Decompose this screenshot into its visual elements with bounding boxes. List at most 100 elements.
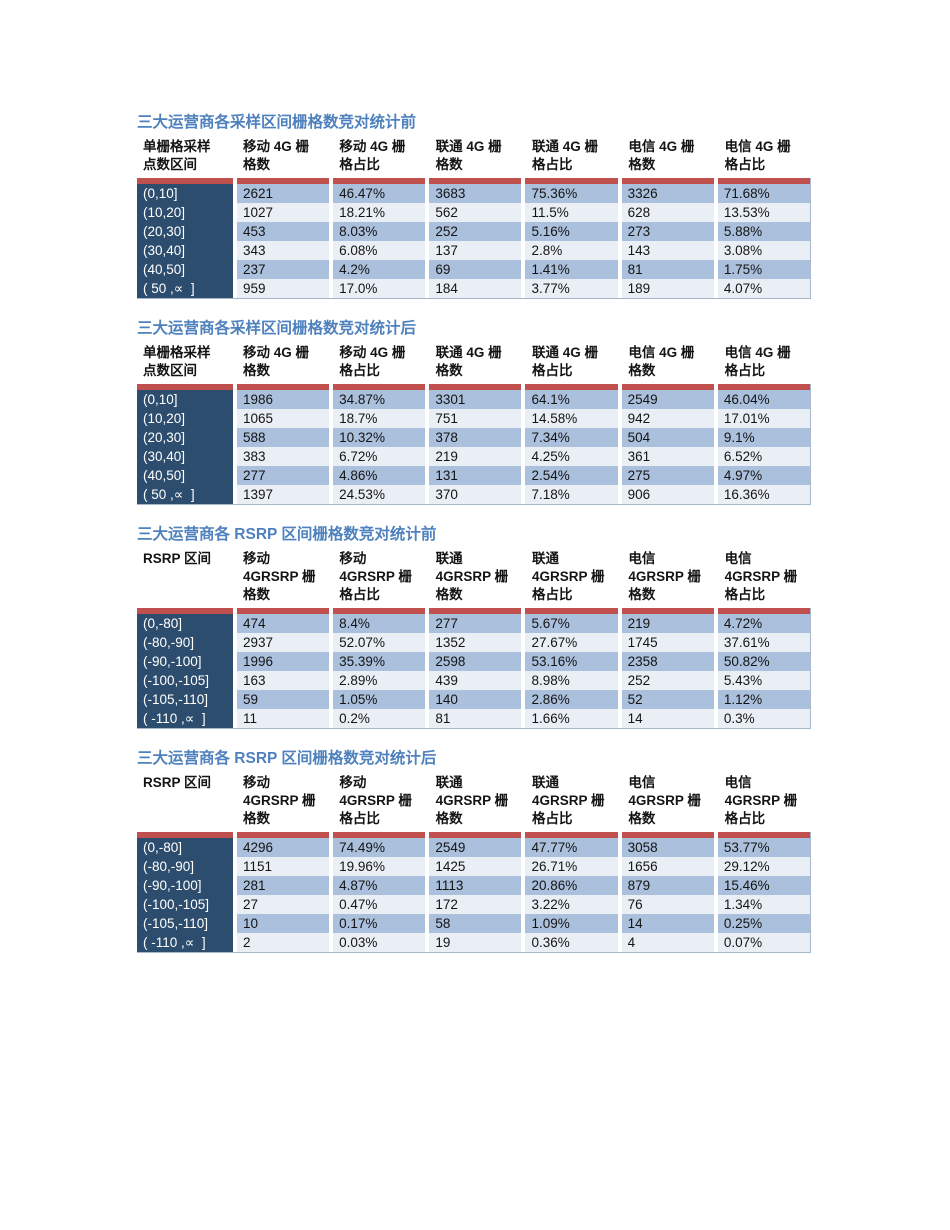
header-cell: 联通 4GRSRP 栅 格占比 — [532, 551, 605, 602]
data-cell: 0.07% — [717, 933, 810, 952]
data-cell: 2.89% — [333, 671, 426, 690]
data-cell: 2598 — [429, 652, 522, 671]
data-cell: 370 — [429, 485, 522, 504]
data-cell: 19.96% — [333, 857, 426, 876]
red-separator — [621, 832, 714, 838]
row-label-cell: (10,20] — [137, 409, 233, 428]
header-cell: 电信 4GRSRP 栅 格占比 — [724, 775, 798, 826]
data-cell: 47.77% — [525, 838, 618, 857]
table-header-row: 单栅格采样 点数区间 移动 4G 栅 格数 移动 4G 栅 格占比 联通 4G … — [137, 138, 811, 178]
data-cell: 53.16% — [525, 652, 618, 671]
data-cell: 277 — [237, 466, 330, 485]
red-separator — [525, 832, 618, 838]
data-cell: 2549 — [429, 838, 522, 857]
data-cell: 252 — [621, 671, 714, 690]
red-separator — [237, 832, 330, 838]
header-cell: 移动 4GRSRP 栅 格数 — [243, 551, 316, 602]
row-label-cell: (-105,-110] — [137, 914, 233, 933]
header-cell: 移动 4G 栅 格数 — [243, 345, 310, 378]
header-cell: 电信 4GRSRP 栅 格占比 — [724, 551, 798, 602]
data-cell: 53.77% — [717, 838, 810, 857]
table-body: (0,-80] 4296 74.49% 2549 47.77% 3058 53.… — [137, 832, 811, 953]
data-cell: 6.52% — [717, 447, 810, 466]
data-cell: 6.72% — [333, 447, 426, 466]
data-cell: 474 — [237, 614, 330, 633]
header-cell: 移动 4G 栅 格占比 — [339, 139, 406, 172]
data-cell: 453 — [237, 222, 330, 241]
red-separator — [333, 384, 426, 390]
data-cell: 59 — [237, 690, 330, 709]
header-cell: 电信 4G 栅 格数 — [628, 139, 695, 172]
data-cell: 237 — [237, 260, 330, 279]
data-cell: 219 — [621, 614, 714, 633]
data-cell: 1745 — [621, 633, 714, 652]
data-cell: 8.03% — [333, 222, 426, 241]
row-label-cell: ( -110 ,∝ ] — [137, 709, 233, 728]
data-cell: 14 — [621, 709, 714, 728]
table-body: (0,10] 2621 46.47% 3683 75.36% 3326 71.6… — [137, 178, 811, 299]
data-cell: 1.05% — [333, 690, 426, 709]
data-cell: 1.34% — [717, 895, 810, 914]
data-cell: 4 — [621, 933, 714, 952]
data-cell: 8.98% — [525, 671, 618, 690]
data-cell: 81 — [429, 709, 522, 728]
row-label-cell: (20,30] — [137, 428, 233, 447]
table-title: 三大运营商各 RSRP 区间栅格数竞对统计后 — [137, 750, 437, 767]
row-label-cell: (40,50] — [137, 466, 233, 485]
data-cell: 3058 — [621, 838, 714, 857]
table-body: (0,-80] 474 8.4% 277 5.67% 219 4.72% (-8… — [137, 608, 811, 729]
header-cell: 单栅格采样 点数区间 — [143, 139, 211, 172]
data-cell: 3.22% — [525, 895, 618, 914]
data-cell: 0.47% — [333, 895, 426, 914]
data-cell: 2549 — [621, 390, 714, 409]
data-cell: 3.08% — [717, 241, 810, 260]
data-cell: 19 — [429, 933, 522, 952]
data-cell: 628 — [621, 203, 714, 222]
header-cell: 电信 4G 栅 格占比 — [724, 345, 791, 378]
data-cell: 588 — [237, 428, 330, 447]
data-cell: 361 — [621, 447, 714, 466]
data-cell: 143 — [621, 241, 714, 260]
header-cell: RSRP 区间 — [143, 551, 212, 566]
data-cell: 378 — [429, 428, 522, 447]
data-cell: 751 — [429, 409, 522, 428]
data-cell: 58 — [429, 914, 522, 933]
data-cell: 46.04% — [717, 390, 810, 409]
data-cell: 281 — [237, 876, 330, 895]
row-label-cell: (-100,-105] — [137, 895, 233, 914]
data-cell: 52.07% — [333, 633, 426, 652]
data-cell: 3301 — [429, 390, 522, 409]
row-label-cell: ( -110 ,∝ ] — [137, 933, 233, 952]
data-cell: 1986 — [237, 390, 330, 409]
data-cell: 137 — [429, 241, 522, 260]
data-cell: 35.39% — [333, 652, 426, 671]
red-separator — [333, 832, 426, 838]
data-cell: 29.12% — [717, 857, 810, 876]
header-cell: 电信 4G 栅 格数 — [628, 345, 695, 378]
row-label-cell: (0,-80] — [137, 838, 233, 857]
data-cell: 879 — [621, 876, 714, 895]
data-cell: 26.71% — [525, 857, 618, 876]
data-cell: 2358 — [621, 652, 714, 671]
header-cell: 移动 4G 栅 格占比 — [339, 345, 406, 378]
data-cell: 16.36% — [717, 485, 810, 504]
red-separator — [621, 384, 714, 390]
data-cell: 27.67% — [525, 633, 618, 652]
data-cell: 15.46% — [717, 876, 810, 895]
data-cell: 1352 — [429, 633, 522, 652]
data-cell: 50.82% — [717, 652, 810, 671]
data-cell: 131 — [429, 466, 522, 485]
red-separator — [429, 178, 522, 184]
data-cell: 1065 — [237, 409, 330, 428]
data-cell: 27 — [237, 895, 330, 914]
data-cell: 1996 — [237, 652, 330, 671]
row-label-cell: (40,50] — [137, 260, 233, 279]
data-cell: 1.75% — [717, 260, 810, 279]
data-cell: 5.67% — [525, 614, 618, 633]
row-label-cell: (-80,-90] — [137, 857, 233, 876]
red-separator — [137, 608, 233, 614]
row-label-cell: ( 50 ,∝ ] — [137, 279, 233, 298]
data-cell: 17.01% — [717, 409, 810, 428]
data-cell: 0.03% — [333, 933, 426, 952]
